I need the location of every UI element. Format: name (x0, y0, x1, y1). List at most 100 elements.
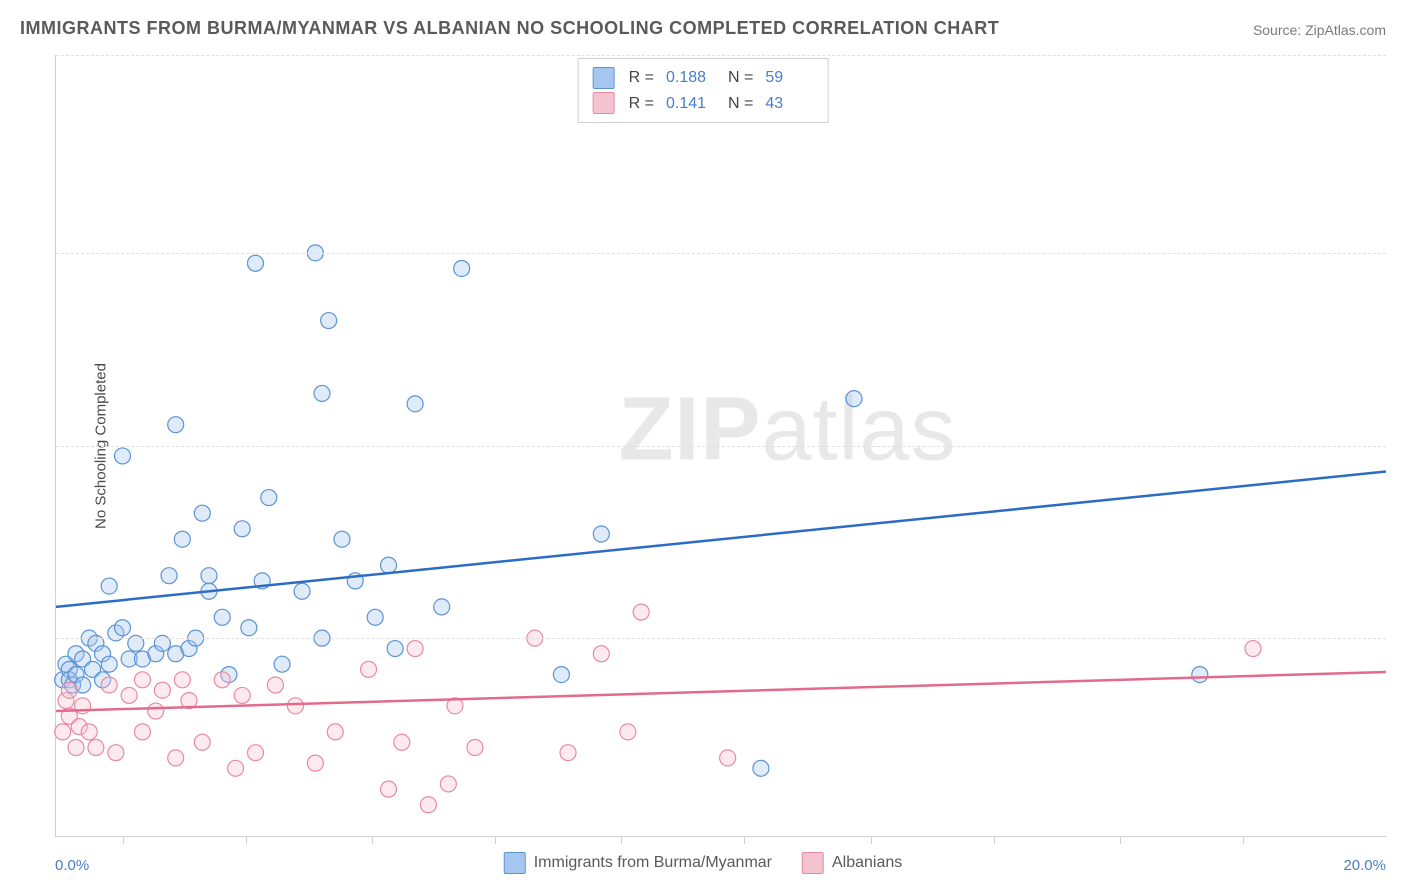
x-tick (123, 836, 124, 844)
data-point (134, 672, 150, 688)
data-point (420, 797, 436, 813)
data-point (620, 724, 636, 740)
data-point (274, 656, 290, 672)
x-tick (621, 836, 622, 844)
data-point (234, 687, 250, 703)
trend-line (56, 672, 1386, 711)
data-point (248, 745, 264, 761)
data-point (307, 755, 323, 771)
data-point (553, 667, 569, 683)
r-label: R = (629, 91, 654, 117)
data-point (1245, 641, 1261, 657)
data-point (55, 724, 71, 740)
data-point (261, 490, 277, 506)
data-point (720, 750, 736, 766)
data-point (633, 604, 649, 620)
source-label: Source: ZipAtlas.com (1253, 22, 1386, 38)
data-point (121, 687, 137, 703)
x-tick (871, 836, 872, 844)
x-tick (495, 836, 496, 844)
data-point (314, 385, 330, 401)
legend-series-label: Immigrants from Burma/Myanmar (534, 854, 772, 872)
data-point (287, 698, 303, 714)
data-point (108, 745, 124, 761)
gridline (56, 638, 1386, 639)
r-value: 0.188 (666, 65, 714, 91)
data-point (593, 646, 609, 662)
data-point (367, 609, 383, 625)
data-point (440, 776, 456, 792)
chart-title: IMMIGRANTS FROM BURMA/MYANMAR VS ALBANIA… (20, 18, 999, 39)
trend-line (56, 472, 1386, 607)
data-point (753, 760, 769, 776)
legend-series: Immigrants from Burma/Myanmar Albanians (504, 852, 903, 874)
data-point (846, 391, 862, 407)
legend-swatch (802, 852, 824, 874)
x-axis-min: 0.0% (55, 857, 89, 874)
legend-stat-row: R =0.188N =59 (593, 65, 814, 91)
x-axis-max: 20.0% (1343, 857, 1386, 874)
data-point (381, 557, 397, 573)
data-point (194, 505, 210, 521)
data-point (168, 417, 184, 433)
data-point (194, 734, 210, 750)
data-point (267, 677, 283, 693)
data-point (134, 724, 150, 740)
data-point (248, 255, 264, 271)
legend-swatch (504, 852, 526, 874)
data-point (228, 760, 244, 776)
data-point (101, 656, 117, 672)
x-tick (246, 836, 247, 844)
data-point (434, 599, 450, 615)
data-point (161, 568, 177, 584)
data-point (407, 396, 423, 412)
data-point (334, 531, 350, 547)
data-point (593, 526, 609, 542)
data-point (115, 620, 131, 636)
legend-stat-row: R = 0.141 N = 43 (593, 91, 814, 117)
data-point (381, 781, 397, 797)
data-point (68, 739, 84, 755)
data-point (88, 739, 104, 755)
legend-swatch (593, 67, 615, 89)
plot-area: ZIPatlas 3.8%7.5%11.2%15.0% (55, 55, 1386, 837)
data-point (101, 578, 117, 594)
data-point (294, 583, 310, 599)
legend-series-item: Albanians (802, 852, 902, 874)
data-point (1192, 667, 1208, 683)
gridline (56, 253, 1386, 254)
data-point (241, 620, 257, 636)
data-point (327, 724, 343, 740)
data-point (361, 661, 377, 677)
data-point (407, 641, 423, 657)
x-tick (994, 836, 995, 844)
r-value: 0.141 (666, 91, 714, 117)
data-point (81, 724, 97, 740)
correlation-chart: IMMIGRANTS FROM BURMA/MYANMAR VS ALBANIA… (0, 0, 1406, 892)
data-point (467, 739, 483, 755)
x-tick (372, 836, 373, 844)
gridline (56, 446, 1386, 447)
data-point (454, 260, 470, 276)
data-point (174, 531, 190, 547)
n-label: N = (728, 91, 753, 117)
r-label: R = (629, 65, 654, 91)
legend-series-label: Albanians (832, 854, 902, 872)
x-tick (1120, 836, 1121, 844)
legend-stats: R =0.188N =59R =0.141N =43 (578, 58, 829, 123)
data-point (115, 448, 131, 464)
n-label: N = (728, 65, 753, 91)
data-point (387, 641, 403, 657)
gridline (56, 55, 1386, 56)
x-tick (744, 836, 745, 844)
data-point (214, 672, 230, 688)
data-point (61, 682, 77, 698)
data-point (148, 703, 164, 719)
data-point (394, 734, 410, 750)
data-point (201, 568, 217, 584)
data-point (321, 313, 337, 329)
legend-swatch (593, 92, 615, 114)
n-value: 43 (765, 91, 813, 117)
legend-series-item: Immigrants from Burma/Myanmar (504, 852, 772, 874)
data-point (234, 521, 250, 537)
